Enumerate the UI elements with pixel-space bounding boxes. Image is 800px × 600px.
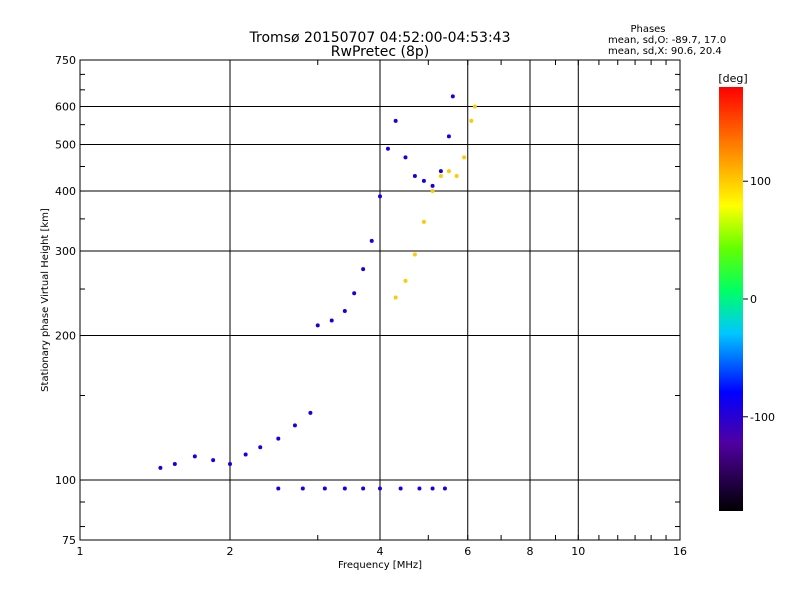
data-point xyxy=(361,267,366,272)
data-point xyxy=(378,194,382,199)
data-point xyxy=(393,118,398,123)
data-point xyxy=(421,178,426,183)
colorbar xyxy=(719,87,743,511)
data-point xyxy=(378,486,382,491)
y-tick-label: 100 xyxy=(55,474,76,487)
data-point xyxy=(361,486,366,491)
data-point xyxy=(438,173,443,178)
data-point xyxy=(462,155,467,160)
x-tick-label: 8 xyxy=(527,545,534,558)
y-tick-label: 750 xyxy=(55,54,76,67)
data-point xyxy=(352,291,357,296)
data-point xyxy=(315,323,320,328)
data-point xyxy=(421,219,426,224)
grid xyxy=(79,60,680,540)
data-point xyxy=(412,173,417,178)
data-point xyxy=(342,486,347,491)
colorbar-ticks: 100 0 -100 xyxy=(743,175,775,424)
data-point xyxy=(292,423,297,428)
data-point xyxy=(430,183,435,188)
data-point xyxy=(446,134,451,139)
data-point xyxy=(430,486,435,491)
x-tick-label: 16 xyxy=(673,545,687,558)
x-axis-label: Frequency [MHz] xyxy=(338,560,422,571)
y-tick-label: 500 xyxy=(55,139,76,152)
data-point xyxy=(454,173,459,178)
colorbar-label: [deg] xyxy=(718,72,747,85)
data-point xyxy=(211,458,216,463)
data-point xyxy=(276,486,281,491)
x-tick-labels: 1 2 4 6 8 10 16 xyxy=(77,545,688,558)
data-point xyxy=(308,410,313,415)
data-point xyxy=(438,169,443,174)
data-point xyxy=(403,278,408,283)
x-tick-label: 1 xyxy=(77,545,84,558)
chart-subtitle: RwPretec (8p) xyxy=(331,44,429,60)
chart-title: Tromsø 20150707 04:52:00-04:53:43 xyxy=(249,30,511,46)
y-tick-label: 300 xyxy=(55,245,76,258)
x-tick-label: 2 xyxy=(227,545,234,558)
phase-stats-x: mean, sd,X: 90.6, 20.4 xyxy=(608,46,722,57)
data-points xyxy=(158,94,477,491)
data-point xyxy=(342,308,347,313)
y-tick-label: 200 xyxy=(55,330,76,343)
data-point xyxy=(412,252,417,257)
x-tick-label: 10 xyxy=(571,545,585,558)
colorbar-tick-label: 100 xyxy=(750,175,771,188)
x-tick-label: 6 xyxy=(464,545,471,558)
y-tick-label: 600 xyxy=(55,101,76,114)
data-point xyxy=(398,486,403,491)
data-point xyxy=(442,486,447,491)
data-point xyxy=(172,461,177,466)
x-tick-label: 4 xyxy=(377,545,384,558)
y-tick-label: 75 xyxy=(62,534,76,547)
data-point xyxy=(228,461,232,466)
data-point xyxy=(472,104,477,109)
phase-stats-o: mean, sd,O: -89.7, 17.0 xyxy=(608,35,726,46)
colorbar-tick-label: -100 xyxy=(750,411,775,424)
data-point xyxy=(329,318,334,323)
data-point xyxy=(393,295,398,300)
data-point xyxy=(403,155,408,160)
phase-stats-heading: Phases xyxy=(630,24,665,35)
y-tick-labels: 75 100 200 300 400 500 600 750 xyxy=(55,54,76,547)
data-point xyxy=(300,486,305,491)
plot-frame xyxy=(79,59,681,541)
data-point xyxy=(258,445,263,450)
y-axis-label: Stationary phase Virtual Height [km] xyxy=(40,208,51,392)
data-point xyxy=(243,452,248,457)
colorbar-tick-label: 0 xyxy=(750,293,757,306)
data-point xyxy=(469,118,474,123)
data-point xyxy=(446,169,451,174)
data-point xyxy=(369,238,374,243)
data-point xyxy=(450,94,455,99)
data-point xyxy=(417,486,422,491)
data-point xyxy=(430,189,435,194)
data-point xyxy=(385,146,390,151)
data-point xyxy=(276,436,281,441)
y-tick-label: 400 xyxy=(55,185,76,198)
data-point xyxy=(192,454,197,459)
data-point xyxy=(158,465,163,470)
data-point xyxy=(322,486,327,491)
